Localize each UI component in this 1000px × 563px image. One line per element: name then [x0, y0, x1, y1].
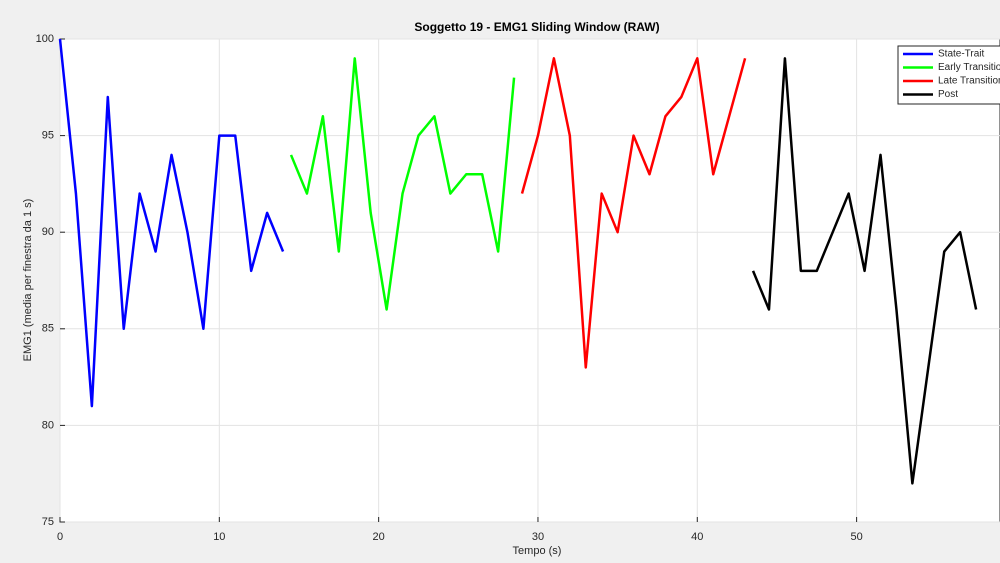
- series-line: [289, 57, 516, 311]
- x-tick-label: 0: [57, 531, 63, 543]
- x-tick-label: 50: [850, 531, 862, 543]
- y-axis-label: EMG1 (media per finestra da 1 s): [22, 199, 34, 362]
- plot-area: [59, 38, 1000, 523]
- legend-label: Early Transition: [938, 62, 1000, 73]
- y-tick-label: 85: [42, 323, 54, 335]
- y-tick-label: 100: [36, 33, 54, 45]
- x-tick-label: 10: [213, 531, 225, 543]
- grid: [59, 38, 1000, 523]
- legend-label: Late Transition: [938, 76, 1000, 87]
- series-line: [520, 57, 747, 369]
- x-tick-label: 40: [691, 531, 703, 543]
- legend-label: Post: [938, 89, 958, 100]
- y-tick-label: 75: [42, 516, 54, 528]
- y-tick-label: 95: [42, 130, 54, 142]
- x-axis-label: Tempo (s): [513, 545, 562, 557]
- series-line: [58, 38, 285, 408]
- series-line: [751, 57, 978, 485]
- legend-label: State-Trait: [938, 49, 985, 60]
- x-tick-label: 20: [373, 531, 385, 543]
- chart-title: Soggetto 19 - EMG1 Sliding Window (RAW): [414, 20, 659, 34]
- y-tick-label: 90: [42, 226, 54, 238]
- x-tick-label: 30: [532, 531, 544, 543]
- y-tick-label: 80: [42, 419, 54, 431]
